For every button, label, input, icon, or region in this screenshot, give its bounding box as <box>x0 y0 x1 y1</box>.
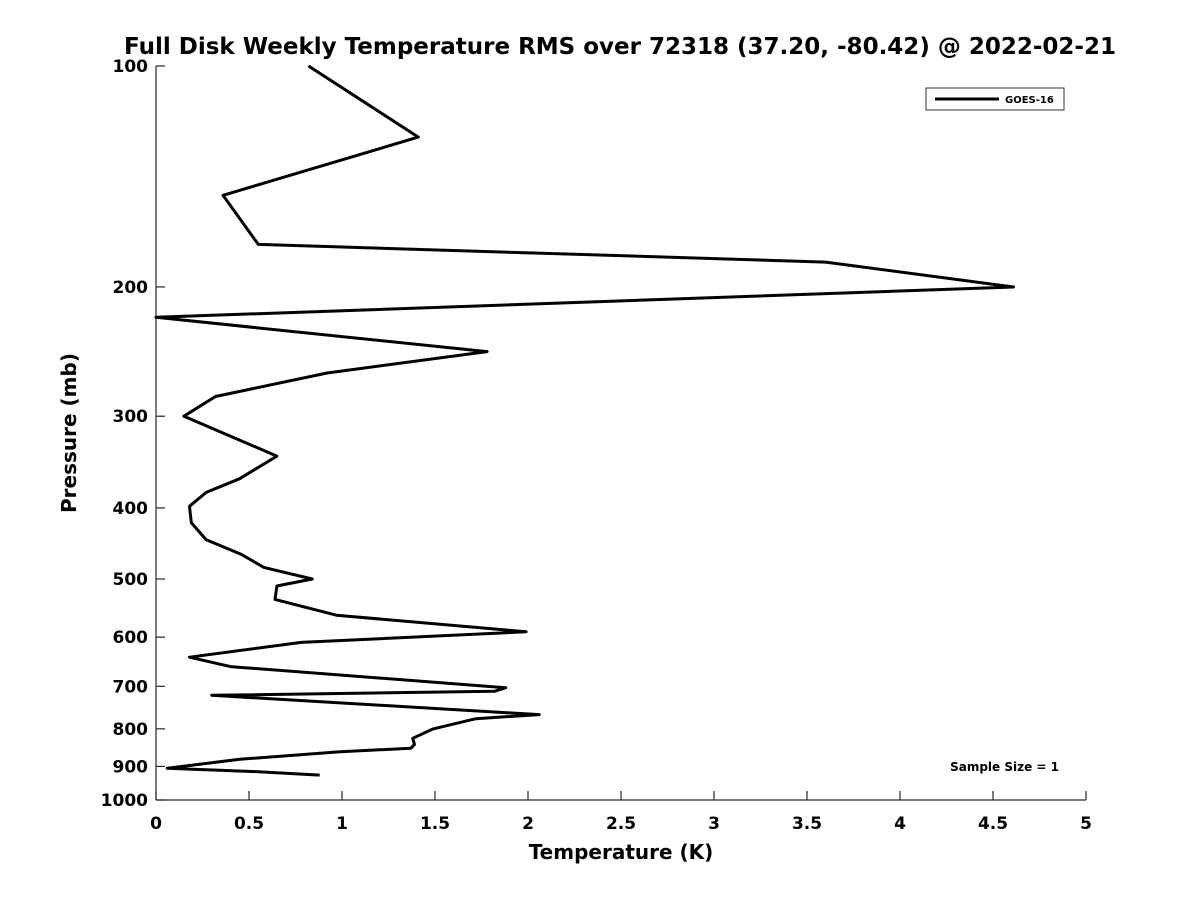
x-tick-label: 3.5 <box>792 814 822 834</box>
legend: GOES-16 <box>925 87 1065 111</box>
x-axis-label: Temperature (K) <box>529 840 714 864</box>
y-tick-label: 300 <box>113 407 149 427</box>
series-line-goes-16 <box>154 64 1015 777</box>
legend-label-goes-16: GOES-16 <box>1005 95 1054 106</box>
sample-size-annotation: Sample Size = 1 <box>950 760 1059 774</box>
y-axis-ticks: 100 200 300 400 500 600 700 800 900 1000 <box>101 57 165 811</box>
x-tick-label: 2.5 <box>606 814 636 834</box>
y-tick-label: 900 <box>113 757 149 777</box>
x-tick-label: 0 <box>150 814 162 834</box>
x-tick-label: 1 <box>336 814 348 834</box>
y-tick-label: 500 <box>113 570 149 590</box>
x-tick-label: 4 <box>894 814 906 834</box>
y-tick-label: 400 <box>113 499 149 519</box>
y-tick-label: 100 <box>113 57 149 77</box>
x-tick-label: 1.5 <box>420 814 450 834</box>
y-tick-label: 600 <box>113 628 149 648</box>
chart-title: Full Disk Weekly Temperature RMS over 72… <box>124 34 1116 60</box>
y-tick-label: 200 <box>113 278 149 298</box>
x-tick-label: 5 <box>1080 814 1092 834</box>
y-axis-label: Pressure (mb) <box>57 353 81 513</box>
y-tick-label: 1000 <box>101 791 148 811</box>
y-tick-label: 700 <box>113 677 149 697</box>
y-tick-label: 800 <box>113 720 149 740</box>
x-tick-label: 0.5 <box>234 814 264 834</box>
series-layer <box>154 64 1015 777</box>
x-tick-label: 4.5 <box>978 814 1008 834</box>
x-axis-ticks: 0 0.5 1 1.5 2 2.5 3 3.5 4 4.5 5 <box>150 791 1092 834</box>
x-tick-label: 2 <box>522 814 534 834</box>
x-tick-label: 3 <box>708 814 720 834</box>
